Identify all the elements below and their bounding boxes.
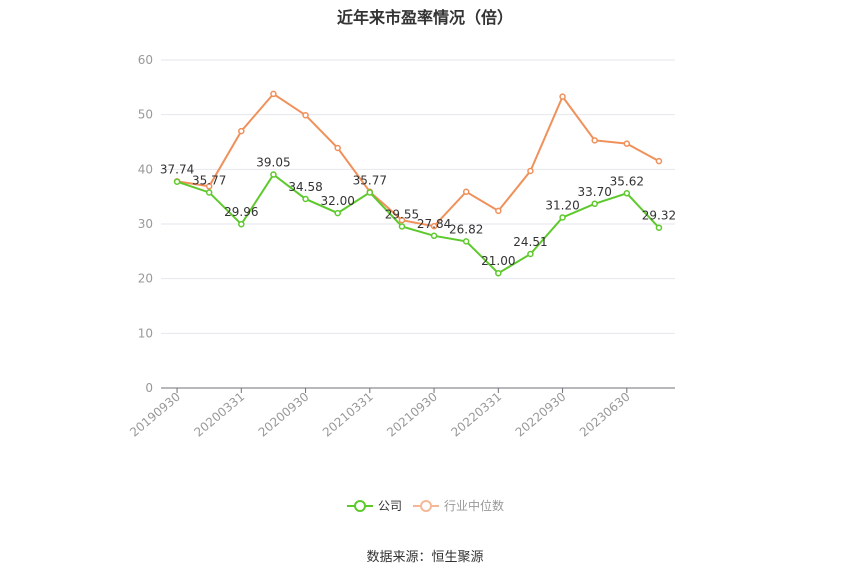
- series-point-0[interactable]: [270, 171, 277, 178]
- x-tick-label: 20210331: [320, 390, 376, 440]
- y-tick-label: 40: [138, 162, 153, 176]
- series-point-1[interactable]: [462, 188, 470, 195]
- series-point-1[interactable]: [238, 127, 245, 135]
- series-lines: [176, 92, 660, 275]
- data-label: 39.05: [256, 156, 290, 170]
- data-label: 31.20: [545, 198, 579, 212]
- x-tick-label: 20230630: [577, 390, 633, 440]
- series-point-0[interactable]: [366, 189, 374, 196]
- series-point-0[interactable]: [302, 195, 309, 203]
- data-label: 26.82: [449, 222, 483, 236]
- series-point-0[interactable]: [205, 189, 213, 196]
- series-line-1: [176, 92, 660, 228]
- series-point-1[interactable]: [591, 137, 598, 144]
- series-point-1[interactable]: [205, 183, 213, 190]
- data-label: 35.77: [192, 173, 226, 187]
- series-point-1[interactable]: [495, 207, 502, 215]
- data-label: 21.00: [481, 254, 515, 268]
- series-point-0[interactable]: [559, 214, 566, 221]
- series-point-0[interactable]: [462, 238, 470, 245]
- legend-label-industry-median: 行业中位数: [444, 498, 504, 513]
- data-label: 29.55: [385, 207, 419, 221]
- series-point-0[interactable]: [623, 190, 631, 197]
- series-point-0[interactable]: [430, 232, 438, 240]
- legend: 公司 行业中位数: [347, 498, 504, 513]
- series-point-0[interactable]: [591, 200, 598, 208]
- data-label: 34.58: [288, 180, 322, 194]
- series-point-1[interactable]: [527, 167, 534, 175]
- series-point-0[interactable]: [238, 220, 245, 228]
- series-point-1[interactable]: [623, 140, 631, 147]
- series-point-0[interactable]: [334, 209, 341, 217]
- data-label: 35.62: [610, 174, 644, 188]
- data-label: 33.70: [578, 185, 612, 199]
- y-tick-label: 10: [138, 326, 153, 340]
- y-tick-label: 60: [138, 53, 153, 67]
- series-point-1[interactable]: [559, 93, 566, 100]
- data-label: 37.74: [160, 163, 194, 177]
- y-tick-label: 20: [138, 272, 153, 286]
- series-point-0[interactable]: [173, 178, 181, 185]
- y-axis: 0 10 20 30 40 50 60: [138, 53, 153, 395]
- data-source: 数据来源：恒生聚源: [366, 550, 484, 565]
- x-tick-label: 20190930: [127, 390, 183, 440]
- x-tick-label: 20200331: [191, 390, 247, 440]
- x-axis: 20190930 20200331 20200930 20210331 20210930…: [127, 387, 675, 440]
- series-point-0[interactable]: [398, 223, 406, 230]
- data-label: 27.84: [417, 217, 451, 231]
- data-label: 24.51: [513, 235, 547, 249]
- legend-item-company[interactable]: 公司: [347, 499, 402, 513]
- data-label: 35.77: [353, 173, 387, 187]
- data-label: 32.00: [321, 194, 355, 208]
- x-tick-label: 20200930: [256, 390, 312, 440]
- series-points: [173, 90, 663, 277]
- series-point-1[interactable]: [270, 90, 277, 98]
- y-tick-label: 0: [145, 381, 153, 395]
- series-point-1[interactable]: [655, 157, 663, 165]
- x-tick-label: 20210930: [384, 390, 440, 440]
- series-point-1[interactable]: [430, 222, 438, 230]
- series-point-1[interactable]: [334, 144, 341, 152]
- data-label: 29.96: [224, 205, 258, 219]
- series-point-1[interactable]: [398, 216, 406, 224]
- legend-label-company: 公司: [378, 499, 402, 513]
- series-point-0[interactable]: [495, 269, 502, 277]
- y-tick-label: 50: [138, 108, 153, 122]
- series-line-0: [176, 173, 660, 275]
- series-point-0[interactable]: [527, 250, 534, 258]
- chart-title: 近年来市盈率情况（倍）: [336, 8, 513, 27]
- legend-item-industry-median[interactable]: 行业中位数: [413, 498, 504, 513]
- y-tick-label: 30: [138, 217, 153, 231]
- series-point-1[interactable]: [302, 111, 309, 119]
- x-tick-label: 20220331: [448, 390, 504, 440]
- data-label: 29.32: [642, 209, 676, 223]
- data-labels: 37.7435.7729.9639.0534.5832.0035.7729.55…: [160, 156, 676, 269]
- series-point-0[interactable]: [655, 224, 663, 231]
- x-tick-label: 20220930: [513, 390, 569, 440]
